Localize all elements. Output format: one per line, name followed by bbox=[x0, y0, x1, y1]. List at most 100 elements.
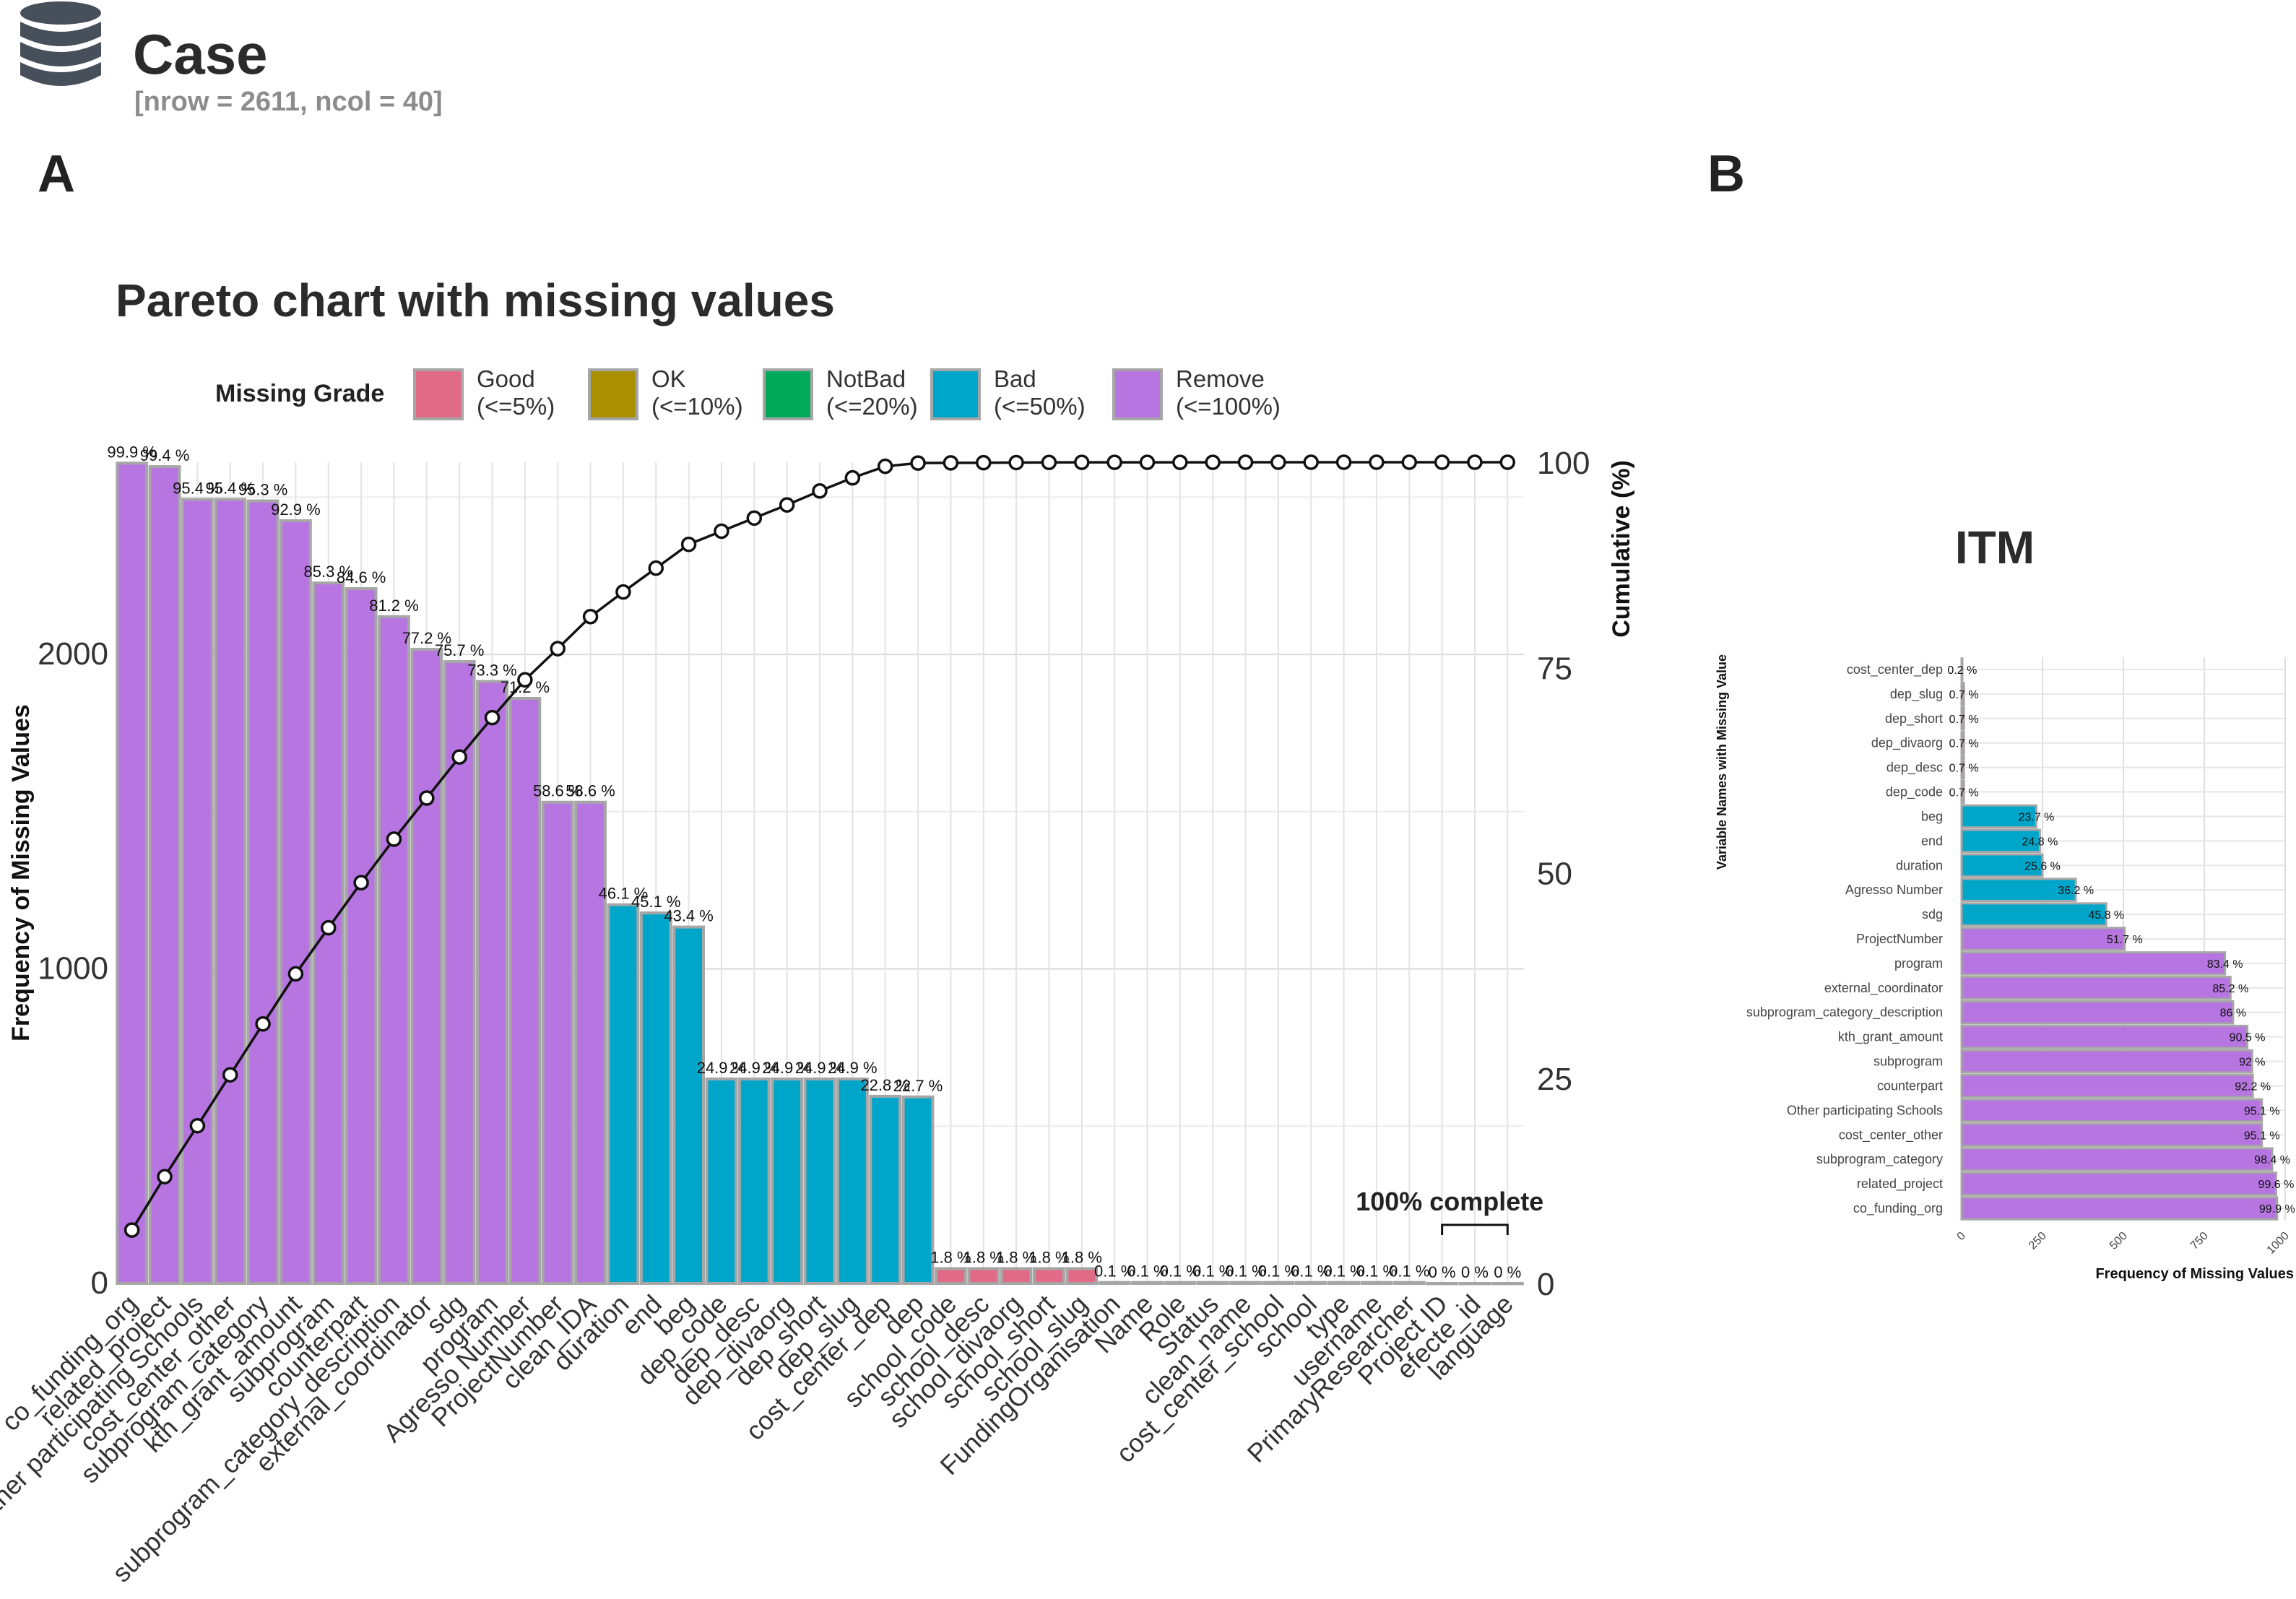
bar bbox=[967, 1267, 1000, 1285]
bar bbox=[410, 648, 443, 1285]
bar-value-label: 90.5 % bbox=[2230, 1032, 2266, 1044]
bar bbox=[280, 519, 312, 1285]
bar-value-label: 99.9 % bbox=[2259, 1203, 2295, 1216]
bar bbox=[1960, 1147, 2274, 1171]
y-tick-label: dep_slug bbox=[1890, 687, 1943, 702]
cumulative-point bbox=[975, 454, 992, 471]
bar bbox=[672, 925, 706, 1286]
bar bbox=[1960, 927, 2126, 951]
bar-value-label: 99.9 % bbox=[107, 443, 157, 461]
bar-value-label: 0.7 % bbox=[1949, 714, 1979, 726]
bar bbox=[1458, 1282, 1491, 1286]
cumulative-point bbox=[189, 1117, 206, 1134]
cumulative-point bbox=[582, 609, 599, 625]
complete-annotation: 100% complete bbox=[1356, 1187, 1543, 1216]
bar bbox=[1960, 1196, 2279, 1221]
bar bbox=[1960, 730, 1965, 755]
y-tick-label: cost_center_dep bbox=[1847, 662, 1943, 677]
bar bbox=[1960, 1024, 2249, 1049]
y-tick-label: 1000 bbox=[38, 951, 108, 987]
bar-value-label: 24.9 % bbox=[762, 1059, 812, 1077]
legend-title: Missing Grade bbox=[215, 380, 384, 407]
y-axis-title: Frequency of Missing Values bbox=[7, 704, 35, 1041]
y-tick-label: dep_divaorg bbox=[1871, 736, 1943, 751]
legend-label: OK bbox=[651, 365, 686, 392]
bar bbox=[1065, 1267, 1099, 1285]
legend-swatch-ok bbox=[588, 368, 638, 420]
bar-value-label: 0.1 % bbox=[1258, 1262, 1299, 1280]
itm-title: ITM bbox=[1955, 521, 2035, 573]
bar bbox=[934, 1267, 967, 1285]
bar-value-label: 0.7 % bbox=[1949, 787, 1979, 800]
bar-value-label: 99.4 % bbox=[140, 446, 190, 464]
cumulative-point bbox=[1074, 454, 1090, 470]
bar bbox=[1960, 951, 2227, 976]
y-tick-label: Other participating Schools bbox=[1787, 1103, 1943, 1117]
bar-value-label: 92 % bbox=[2239, 1057, 2265, 1069]
bar bbox=[1960, 779, 1965, 805]
bar-value-label: 0.1 % bbox=[1389, 1262, 1429, 1280]
bar bbox=[148, 465, 181, 1285]
bar-value-label: 95.4 % bbox=[173, 479, 222, 497]
y-tick-label: cost_center_other bbox=[1839, 1127, 1943, 1143]
cumulative-point bbox=[222, 1067, 238, 1083]
bar-value-label: 22.8 % bbox=[860, 1076, 910, 1094]
bar bbox=[639, 911, 672, 1285]
cumulative-point bbox=[1335, 454, 1352, 470]
bar-value-label: 0.1 % bbox=[1192, 1262, 1233, 1280]
legend-label: Bad bbox=[994, 365, 1036, 392]
bar bbox=[1426, 1282, 1459, 1286]
bar-value-label: 24.9 % bbox=[795, 1059, 845, 1077]
y-tick-label: end bbox=[1921, 833, 1943, 848]
bar-value-label: 0.1 % bbox=[1291, 1262, 1331, 1280]
cumulative-point bbox=[419, 790, 435, 806]
bar bbox=[1960, 878, 2077, 902]
bar-value-label: 36.2 % bbox=[2058, 885, 2094, 897]
y2-tick-label: 25 bbox=[1537, 1062, 1572, 1097]
bar bbox=[476, 680, 508, 1285]
bar bbox=[1033, 1267, 1065, 1285]
bar-value-label: 22.7 % bbox=[893, 1077, 943, 1095]
legend-range: (<=100%) bbox=[1176, 393, 1281, 420]
bar bbox=[181, 498, 214, 1285]
legend-range: (<=5%) bbox=[477, 393, 555, 420]
y-tick-label: related_project bbox=[1857, 1176, 1943, 1192]
cumulative-point bbox=[1434, 454, 1450, 470]
bar bbox=[1960, 976, 2232, 1000]
cumulative-point bbox=[1303, 454, 1319, 470]
bar bbox=[836, 1077, 869, 1285]
cumulative-point bbox=[1106, 454, 1122, 470]
bar-value-label: 58.6 % bbox=[533, 782, 583, 800]
cumulative-point bbox=[451, 749, 467, 765]
bar-value-label: 25.6 % bbox=[2024, 860, 2061, 872]
cumulative-point bbox=[812, 483, 828, 499]
cumulative-point bbox=[1041, 454, 1057, 470]
bar bbox=[1960, 682, 1965, 706]
bar bbox=[1960, 706, 1965, 731]
bar-value-label: 0 % bbox=[1429, 1263, 1456, 1281]
bar-value-label: 81.2 % bbox=[369, 597, 419, 615]
bar-value-label: 0.1 % bbox=[1094, 1262, 1135, 1280]
y2-tick-label: 50 bbox=[1537, 857, 1572, 892]
complete-bracket bbox=[1441, 1223, 1509, 1235]
bar-value-label: 58.6 % bbox=[566, 782, 615, 800]
legend-swatch-remove bbox=[1112, 368, 1163, 420]
y-tick-label: ProjectNumber bbox=[1856, 932, 1943, 946]
bar-value-label: 45.1 % bbox=[631, 893, 681, 911]
bar-value-label: 1.8 % bbox=[996, 1249, 1036, 1267]
cumulative-point bbox=[386, 831, 402, 847]
bar-value-label: 92.2 % bbox=[2235, 1080, 2271, 1093]
cumulative-point bbox=[844, 469, 861, 486]
bar-value-label: 0.2 % bbox=[1947, 664, 1977, 677]
bar-value-label: 0 % bbox=[1461, 1263, 1489, 1281]
bar-value-label: 95.1 % bbox=[2244, 1105, 2280, 1117]
bar-value-label: 51.7 % bbox=[2107, 934, 2143, 946]
cumulative-point bbox=[746, 510, 763, 526]
pareto-chart: Pareto chart with missing values Missing … bbox=[0, 274, 1635, 1588]
bar-value-label: 24.9 % bbox=[697, 1059, 747, 1077]
bar bbox=[246, 499, 280, 1285]
bar-value-label: 84.6 % bbox=[337, 568, 386, 586]
bar-value-label: 98.4 % bbox=[2254, 1154, 2290, 1166]
bar bbox=[1960, 1073, 2254, 1098]
y2-tick-label: 100 bbox=[1537, 446, 1590, 481]
